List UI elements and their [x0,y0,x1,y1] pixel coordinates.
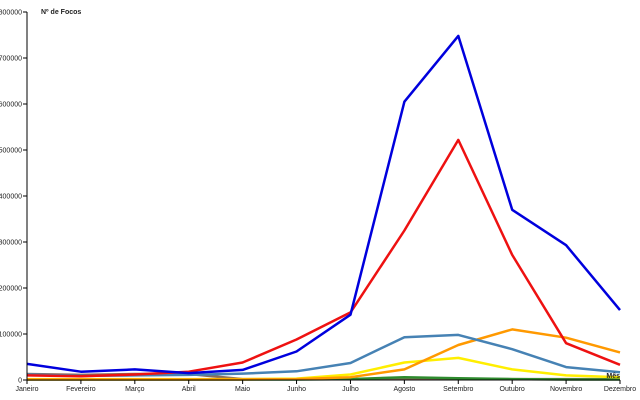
ticks-layer: 0 100000 200000 300000 400000 500000 600000 700… [0,10,636,394]
x-tick-label: Novembro [550,386,582,393]
x-tick-label: Abril [182,386,196,393]
x-tick-label: Outubro [500,386,525,393]
x-tick-label: Maio [235,386,250,393]
y-tick-label: 600000 [0,102,22,109]
y-tick-label: 0 [18,378,22,385]
series-line [26,138,621,378]
x-tick-label: Julho [342,386,359,393]
x-tick-label: Janeiro [16,386,39,393]
series-layer [26,34,621,381]
x-tick-label: Junho [287,386,306,393]
x-tick-label: Agosto [393,386,415,393]
x-tick-label: Fevereiro [66,386,96,393]
y-axis-title: Nº de Focos [41,9,81,16]
y-tick-label: 400000 [0,194,22,201]
y-tick-label: 100000 [0,332,22,339]
x-axis-title: Mês [606,373,620,380]
y-tick-label: 200000 [0,286,22,293]
y-tick-label: 300000 [0,240,22,247]
y-tick-label: 800000 [0,10,22,17]
y-tick-label: 700000 [0,56,22,63]
y-tick-label: 500000 [0,148,22,155]
x-tick-label: Dezembro [604,386,636,393]
series-line [26,34,621,375]
x-tick-label: Março [125,386,145,393]
x-tick-label: Setembro [443,386,473,393]
